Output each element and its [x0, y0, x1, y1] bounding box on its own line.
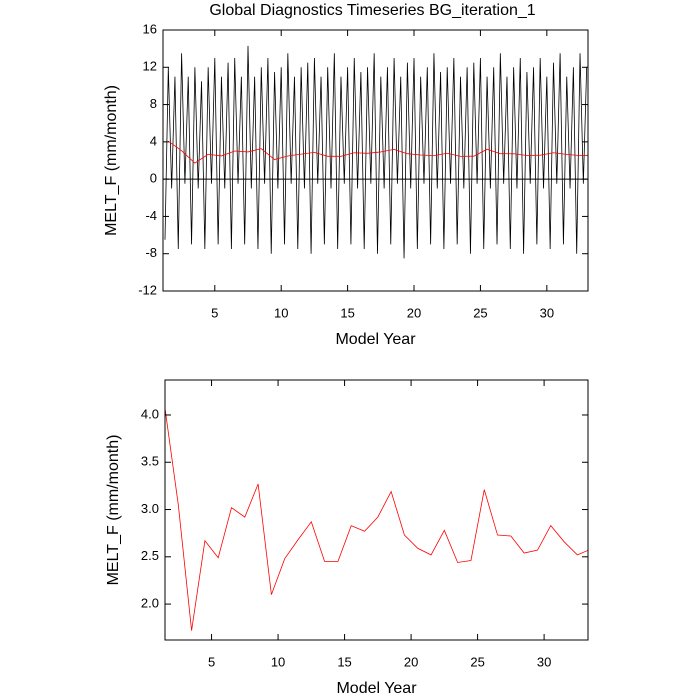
x-tick-label: 25 [470, 654, 484, 669]
y-tick-label: 8 [150, 96, 157, 111]
y-tick-label: 3.0 [141, 501, 159, 516]
series-line [164, 45, 588, 259]
y-tick-label: 3.5 [141, 454, 159, 469]
x-tick-label: 5 [208, 654, 215, 669]
x-tick-label: 10 [271, 654, 285, 669]
x-axis-label: Model Year [335, 331, 416, 348]
plot-frame [162, 29, 589, 292]
y-tick-label: 2.0 [141, 596, 159, 611]
series-line [168, 140, 588, 164]
plot-frame [164, 379, 589, 641]
chart-title: Global Diagnostics Timeseries BG_iterati… [209, 2, 535, 19]
x-axis-label: Model Year [336, 680, 417, 697]
plot-area [165, 408, 588, 631]
x-tick-label: 15 [340, 305, 354, 320]
y-tick-label: 12 [143, 59, 157, 74]
x-tick-label: 25 [473, 305, 487, 320]
x-tick-label: 20 [404, 654, 418, 669]
x-tick-label: 30 [537, 654, 551, 669]
x-tick-label: 5 [211, 305, 218, 320]
y-tick-label: 4 [150, 133, 157, 148]
plot-area [163, 45, 588, 259]
series-line [165, 408, 588, 631]
y-tick-label: -4 [145, 208, 157, 223]
x-tick-label: 30 [540, 305, 554, 320]
y-axis-label: MELT_F (mm/month) [103, 85, 120, 236]
y-tick-label: 2.5 [141, 548, 159, 563]
x-tick-label: 20 [407, 305, 421, 320]
x-tick-label: 15 [337, 654, 351, 669]
y-tick-label: 16 [143, 21, 157, 36]
y-tick-label: 4.0 [141, 406, 159, 421]
y-axis-label: MELT_F (mm/month) [105, 435, 122, 586]
y-tick-label: -8 [145, 245, 157, 260]
x-tick-label: 10 [274, 305, 288, 320]
y-tick-label: 0 [150, 171, 157, 186]
y-tick-label: -12 [138, 282, 157, 297]
